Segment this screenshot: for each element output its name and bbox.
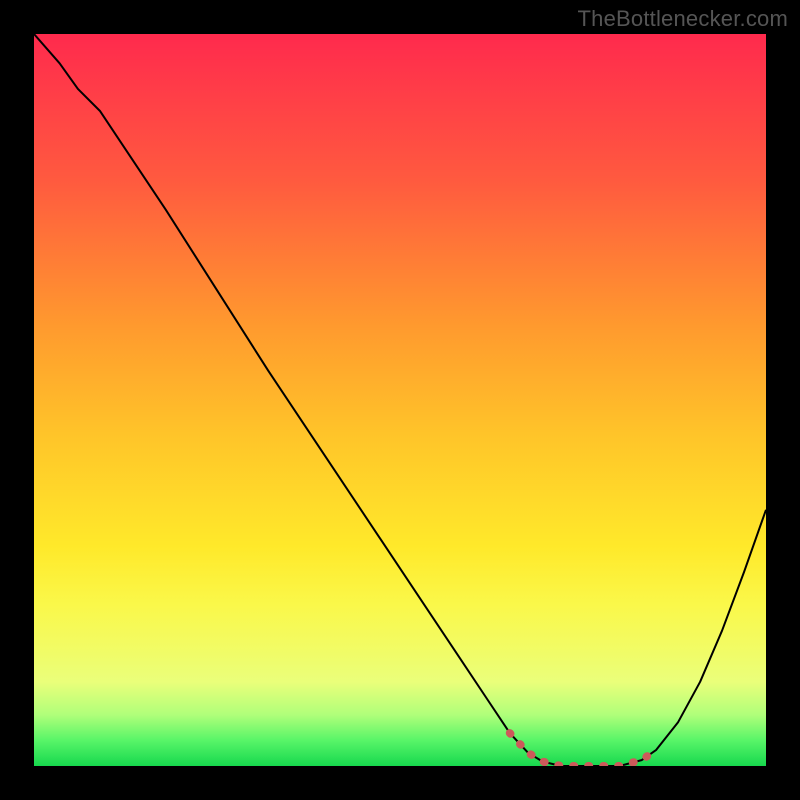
watermark-text: TheBottlenecker.com: [578, 6, 788, 32]
chart-svg: [34, 34, 766, 766]
chart-stage: TheBottlenecker.com: [0, 0, 800, 800]
gradient-background: [34, 34, 766, 766]
